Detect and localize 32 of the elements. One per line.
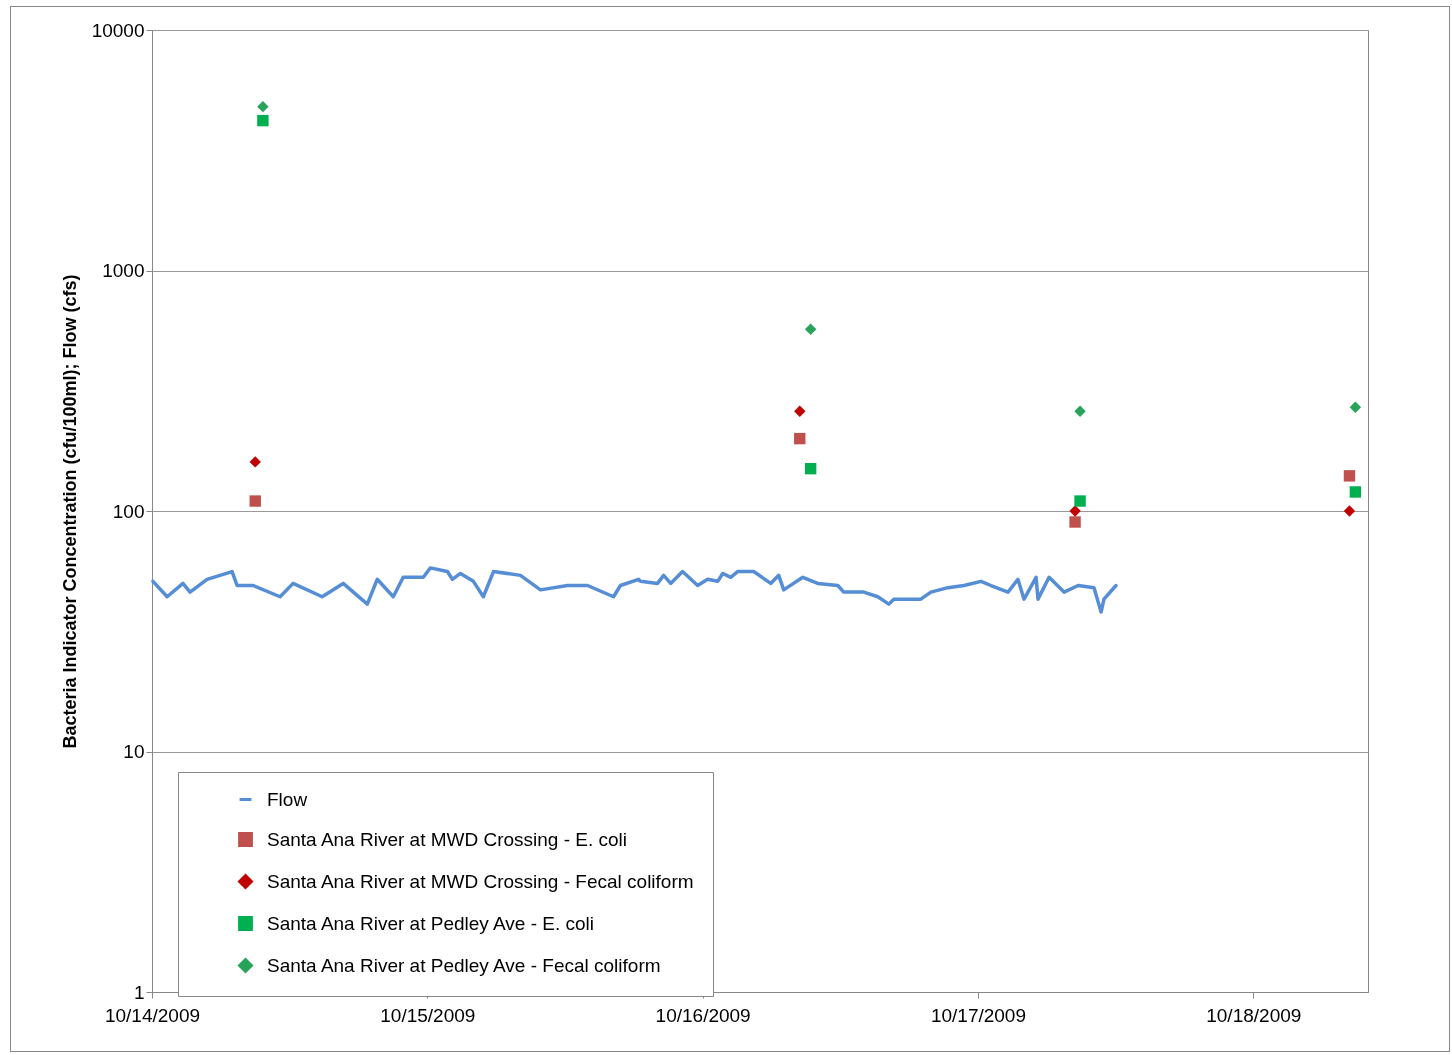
y-tick-label: 1000	[102, 260, 145, 281]
legend-label: Santa Ana River at Pedley Ave - Fecal coliform	[267, 954, 661, 976]
y-tick-label: 1	[133, 981, 145, 1003]
point	[1069, 516, 1081, 528]
y-axis-title: Bacteria Indicator Concentration (cfu/100ml); Flow (cfs)	[59, 274, 80, 749]
y-tick-label: 100	[112, 500, 145, 522]
x-tick-label: 10/17/2009	[930, 1004, 1027, 1026]
legend-label: Santa Ana River at MWD Crossing - E. coli	[267, 828, 628, 850]
point	[804, 323, 817, 335]
point	[1349, 401, 1362, 413]
point	[249, 456, 261, 468]
point	[794, 405, 806, 417]
x-tick-label: 10/14/2009	[104, 1004, 201, 1026]
legend-label: Santa Ana River at MWD Crossing - Fecal coliform	[267, 870, 694, 892]
point	[249, 495, 261, 507]
point	[1349, 486, 1362, 498]
point	[1074, 495, 1086, 507]
point	[257, 114, 269, 127]
line-series	[151, 566, 1118, 614]
y-tick-label: 10000	[91, 19, 145, 41]
point	[1074, 405, 1086, 417]
y-tick-label: 10	[123, 741, 145, 762]
x-tick-label: 10/15/2009	[380, 1004, 476, 1026]
x-tick-label: 10/18/2009	[1206, 1004, 1302, 1026]
x-tick-label: 10/16/2009	[655, 1004, 751, 1026]
point	[1343, 470, 1356, 482]
point	[794, 432, 806, 445]
legend-label: Santa Ana River at Pedley Ave - E. coli	[267, 912, 595, 934]
point	[804, 462, 817, 475]
point	[257, 100, 269, 113]
legend-label: Flow	[267, 788, 308, 810]
point	[1343, 505, 1356, 517]
